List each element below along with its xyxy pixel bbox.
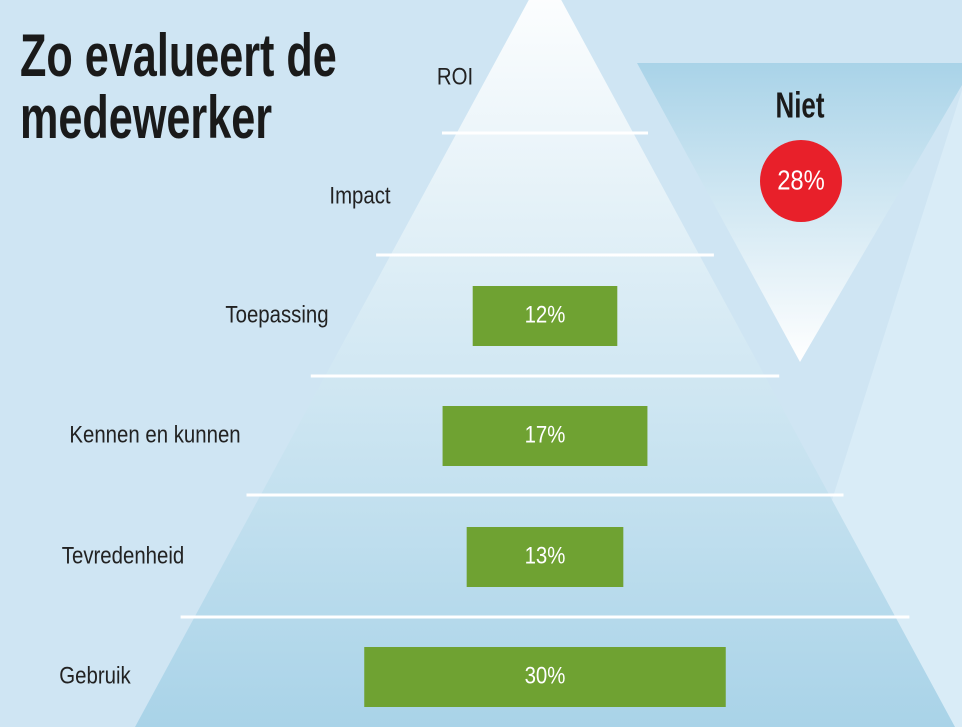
category-label: ROI [437,63,473,90]
annotation-circle [760,140,842,222]
value-label-group: 17% [525,421,566,448]
bar [442,406,648,466]
category-label-group: Kennen en kunnen [69,421,240,448]
value-label: 12% [525,301,566,328]
category-label-group: Toepassing [225,301,328,328]
title-line: Zo evalueert de [20,23,337,90]
category-label-group: ROI [437,63,473,90]
annotation-title-group: Niet [776,85,825,125]
title-line: medewerker [20,85,272,152]
value-label-group: 12% [525,301,566,328]
category-label: Kennen en kunnen [69,421,240,448]
category-label-group: Tevredenheid [62,542,184,569]
category-label: Impact [329,182,391,209]
value-label-group: 30% [525,662,566,689]
category-label: Tevredenheid [62,542,184,569]
annotation-value: 28% [777,164,825,196]
category-label-group: Impact [329,182,391,209]
category-label: Toepassing [225,301,328,328]
value-label: 17% [525,421,566,448]
bar [466,527,624,587]
pyramid [135,0,955,727]
annotation-value-group: 28% [777,164,825,196]
bar [472,286,618,346]
value-label: 30% [525,662,566,689]
bar [364,647,726,707]
value-label: 13% [525,542,566,569]
category-label-group: Gebruik [59,662,131,689]
annotation-title: Niet [776,85,825,125]
category-label: Gebruik [59,662,131,689]
value-label-group: 13% [525,542,566,569]
